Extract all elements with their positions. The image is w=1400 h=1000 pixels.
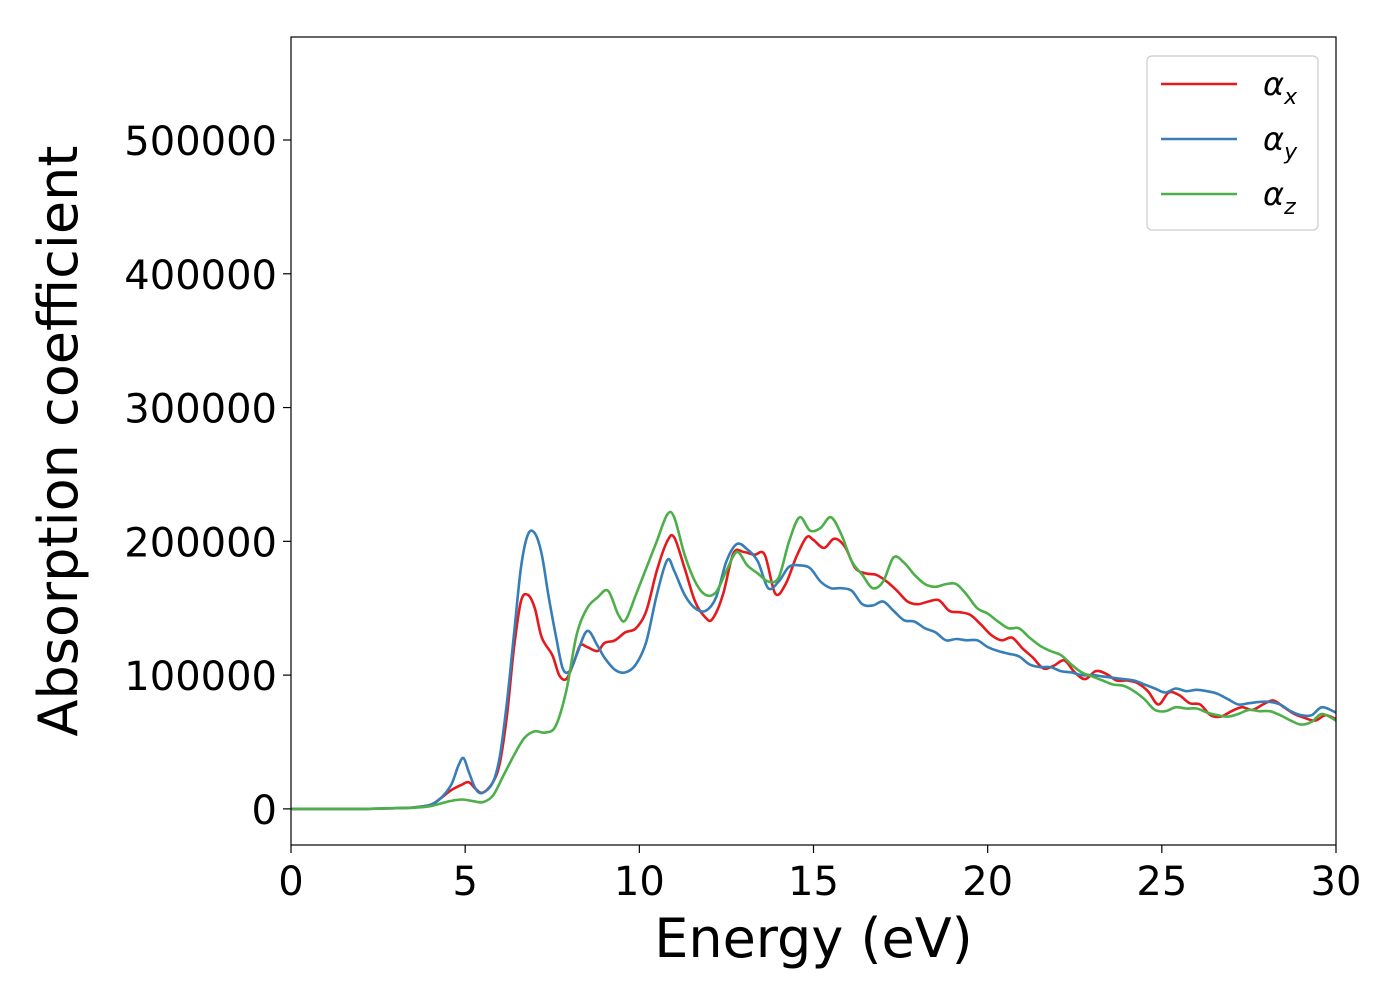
- legend-label-z: αz: [1263, 175, 1296, 220]
- y-axis: 0 100000 200000 300000 400000 500000: [124, 119, 291, 834]
- x-tick-label: 5: [452, 859, 477, 905]
- x-axis-title: Energy (eV): [654, 907, 973, 970]
- y-tick-label: 100000: [124, 654, 277, 700]
- y-tick-label: 500000: [124, 119, 277, 165]
- x-tick-label: 25: [1136, 859, 1187, 905]
- series-line-y: [291, 529, 1336, 811]
- x-tick-label: 0: [278, 859, 303, 905]
- y-tick-label: 400000: [124, 253, 277, 299]
- series-line-x: [291, 533, 1336, 811]
- y-axis-title: Absorption coefficient: [27, 146, 90, 737]
- x-axis: 0 5 10 15 20 25 30: [278, 845, 1361, 905]
- series-layer: [291, 510, 1336, 811]
- x-tick-label: 30: [1311, 859, 1362, 905]
- x-tick-label: 20: [962, 859, 1013, 905]
- y-tick-label: 200000: [124, 520, 277, 566]
- x-tick-label: 10: [614, 859, 665, 905]
- y-tick-label: 0: [252, 788, 277, 834]
- series-line-z: [291, 510, 1336, 811]
- x-tick-label: 15: [788, 859, 839, 905]
- legend-box: [1146, 55, 1319, 231]
- y-tick-label: 300000: [124, 387, 277, 433]
